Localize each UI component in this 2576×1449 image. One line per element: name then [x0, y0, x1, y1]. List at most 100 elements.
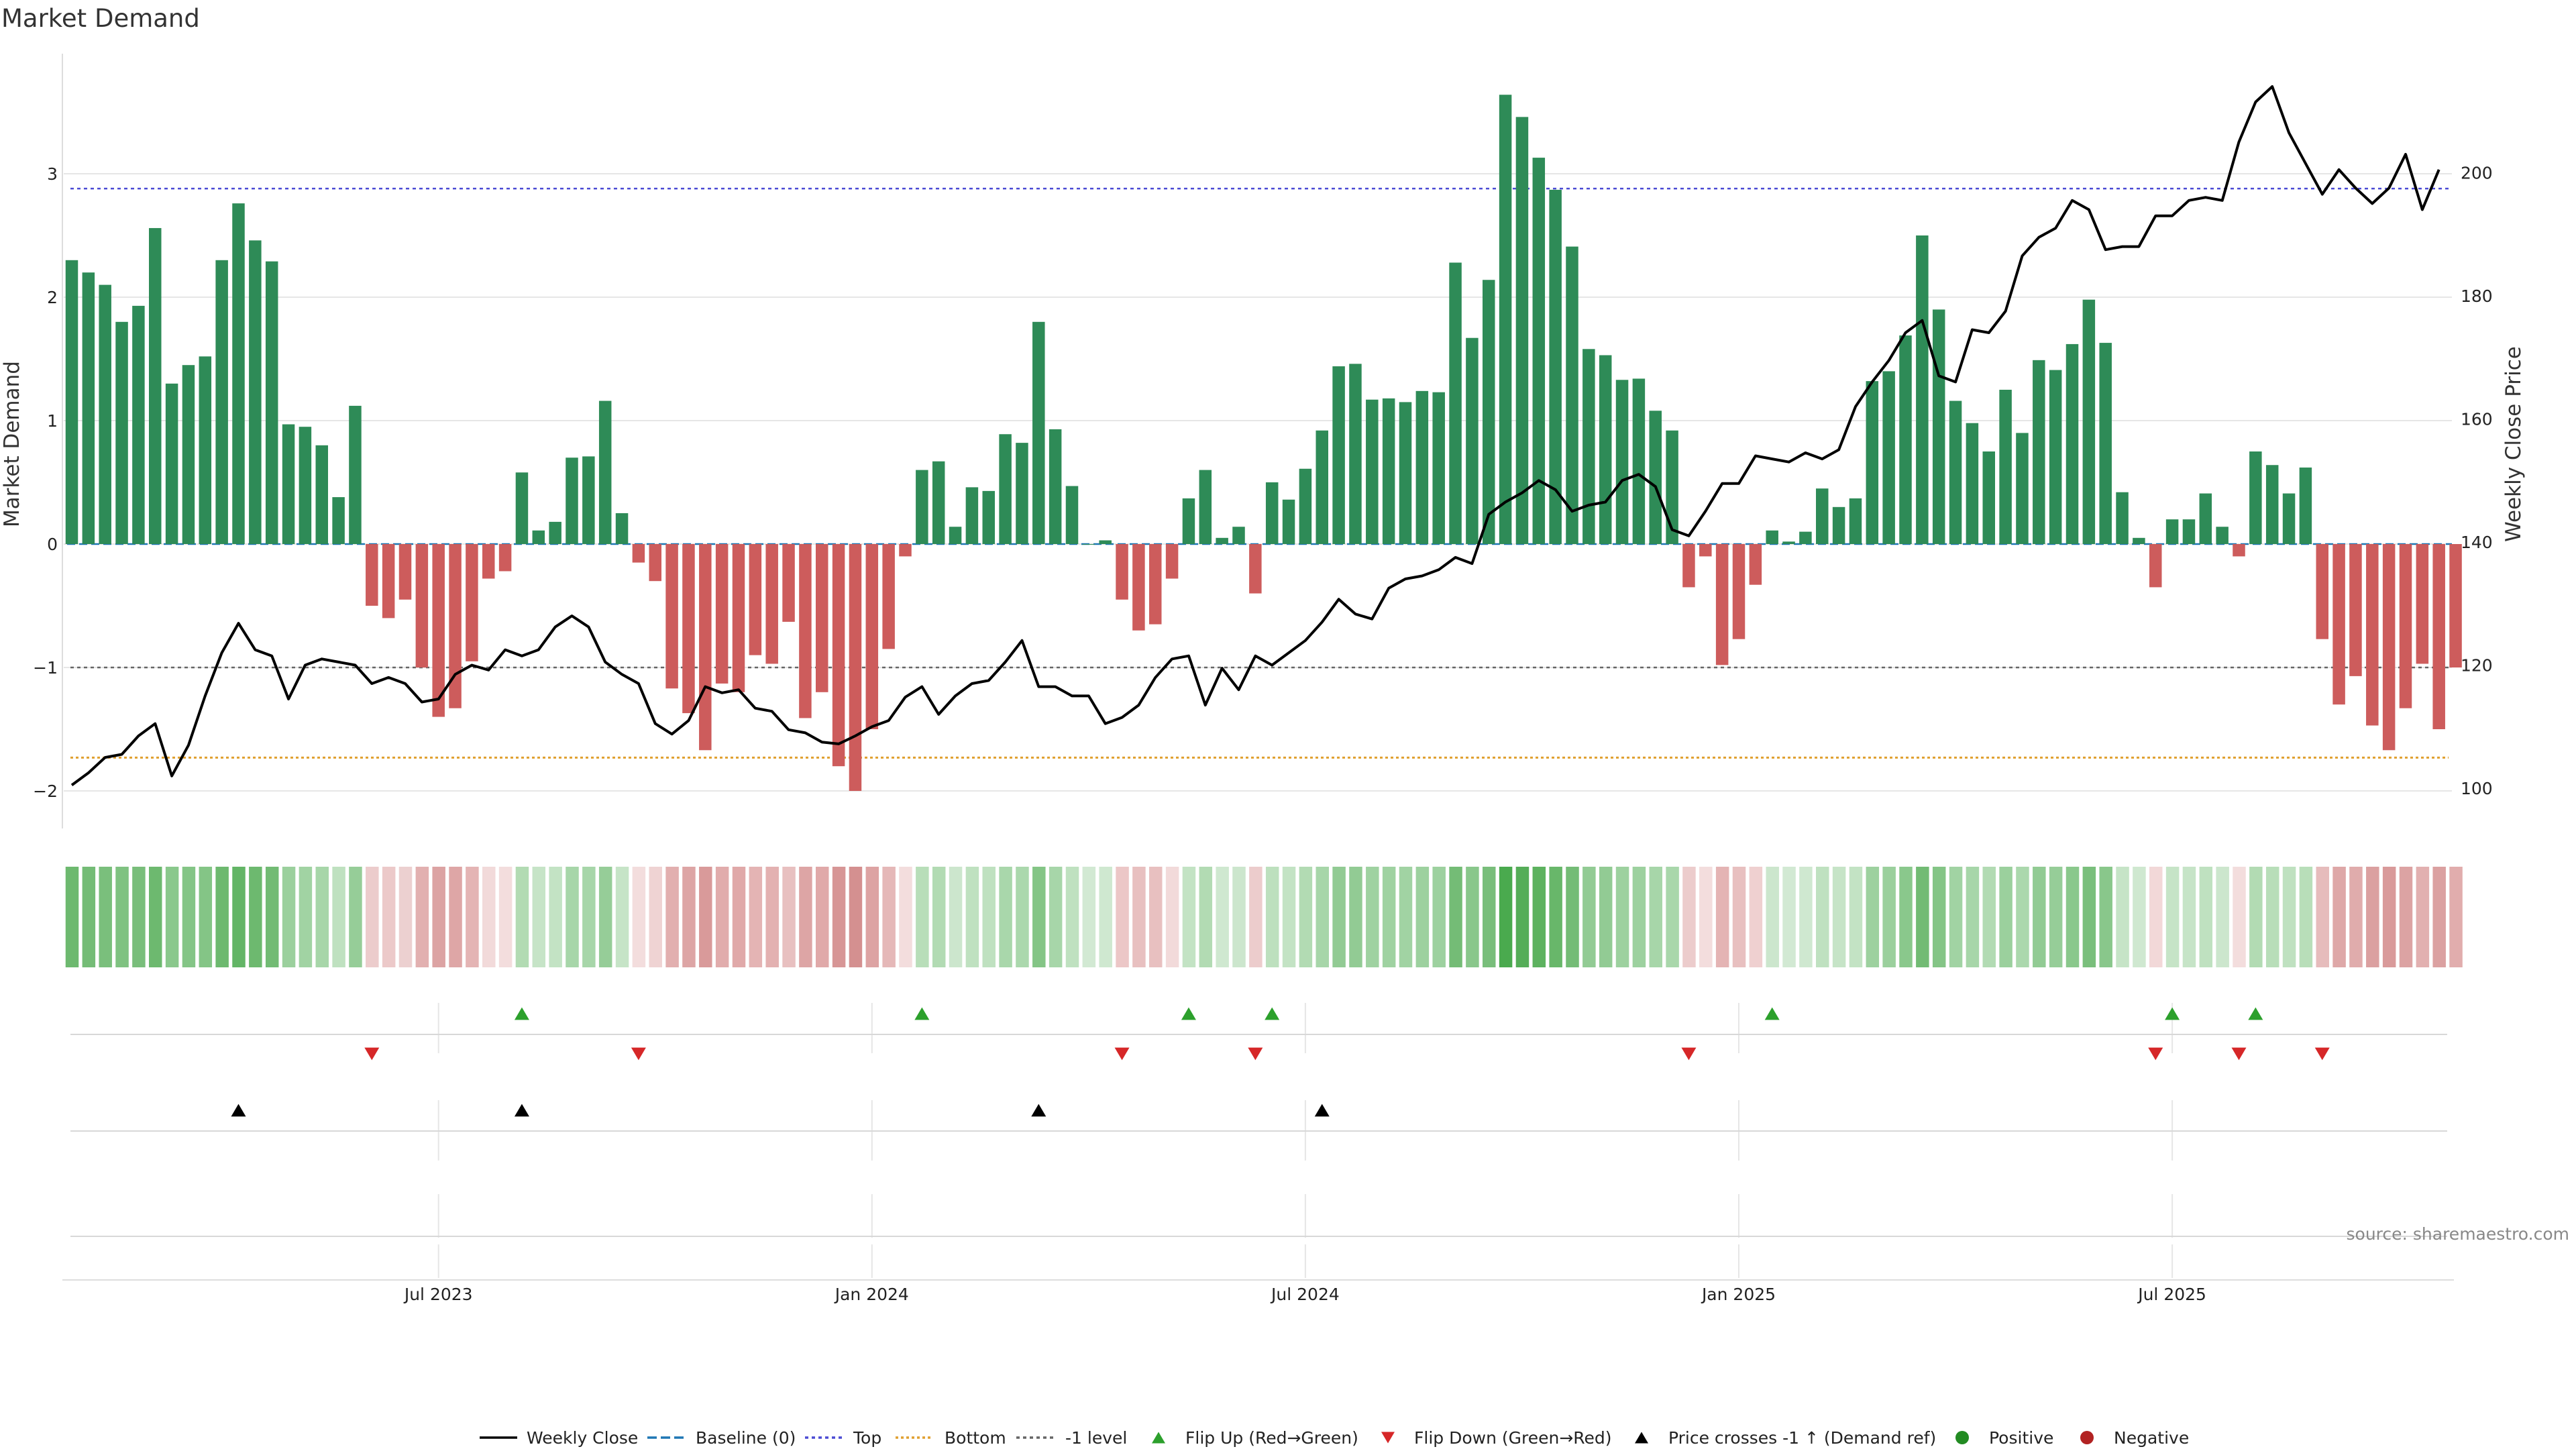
flip-down-marker: [1681, 1047, 1697, 1061]
heat-cell: [199, 867, 213, 967]
heat-cell: [2016, 867, 2029, 967]
negative-bar: [882, 544, 895, 649]
negative-bar: [632, 544, 645, 563]
heat-cell: [1232, 867, 1246, 967]
heat-cell: [1766, 867, 1779, 967]
heat-cell: [1582, 867, 1596, 967]
heat-cell: [2332, 867, 2346, 967]
negative-bar: [1732, 544, 1746, 639]
heat-cell: [2366, 867, 2379, 967]
positive-bar: [2199, 493, 2212, 544]
positive-bar: [1382, 398, 1395, 544]
positive-bar: [1949, 400, 1962, 544]
heat-cell: [1715, 867, 1729, 967]
x-tick-label: Jan 2024: [834, 1285, 909, 1304]
y-axis-label: Market Demand: [0, 361, 24, 527]
positive-bar: [82, 272, 95, 544]
positive-bar: [2249, 451, 2262, 544]
y-tick-label: 1: [47, 411, 58, 431]
heat-cell: [1982, 867, 1996, 967]
positive-bar: [349, 405, 362, 544]
positive-bar: [99, 284, 111, 544]
heat-cell: [2033, 867, 2046, 967]
heat-cell: [1099, 867, 1112, 967]
positive-bar: [515, 472, 529, 544]
x-tick-label: Jul 2024: [1270, 1285, 1340, 1304]
positive-bar: [165, 383, 178, 544]
negative-bar: [2416, 544, 2429, 664]
negative-bar: [816, 544, 828, 692]
heat-cell: [1049, 867, 1063, 967]
positive-bar: [1399, 402, 1412, 544]
positive-bar: [1766, 530, 1778, 544]
positive-bar: [1216, 537, 1228, 544]
heat-cell: [2265, 867, 2279, 967]
flip-up-marker: [914, 1007, 930, 1020]
positive-bar: [1065, 486, 1079, 544]
heat-cell: [865, 867, 879, 967]
positive-bar: [2165, 519, 2179, 544]
heat-cell: [2399, 867, 2413, 967]
heat-cell: [1032, 867, 1046, 967]
negative-bar: [699, 544, 712, 751]
positive-bar: [2133, 537, 2145, 544]
price-cross-marker: [514, 1104, 529, 1117]
legend-minus1-label: -1 level: [1065, 1428, 1127, 1448]
heat-cell: [1366, 867, 1379, 967]
heat-cell: [532, 867, 546, 967]
heat-cell: [965, 867, 979, 967]
heat-cell: [2099, 867, 2112, 967]
legend-positive-label: Positive: [1989, 1428, 2053, 1448]
positive-bar: [1232, 527, 1245, 544]
negative-bar: [1749, 544, 1762, 585]
y2-tick-label: 100: [2461, 779, 2493, 798]
flip-down-marker: [2231, 1047, 2247, 1061]
negative-bar: [1715, 544, 1729, 665]
heat-cell: [849, 867, 863, 967]
heat-cell: [315, 867, 329, 967]
heat-cell: [2165, 867, 2180, 967]
heat-cell: [2133, 867, 2146, 967]
positive-bar: [1466, 337, 1479, 544]
positive-bar: [1615, 380, 1629, 544]
heat-cell: [1065, 867, 1079, 967]
positive-bar: [1432, 392, 1445, 544]
heat-cell: [615, 867, 629, 967]
legend-flip-down-label: Flip Down (Green→Red): [1414, 1428, 1612, 1448]
heat-cell: [1882, 867, 1896, 967]
legend-negative-swatch: [2080, 1431, 2094, 1444]
heat-cell: [1615, 867, 1629, 967]
negative-bar: [2399, 544, 2412, 708]
negative-bar: [749, 544, 762, 655]
heat-cell: [2449, 867, 2463, 967]
negative-bar: [715, 544, 729, 684]
weekly-close-series: [70, 85, 2440, 787]
heat-cell: [282, 867, 296, 967]
flip-down-marker: [2148, 1047, 2163, 1061]
price-cross-marker: [231, 1104, 246, 1117]
negative-bar: [415, 544, 429, 667]
positive-bar: [199, 356, 212, 544]
heat-cell: [349, 867, 362, 967]
heat-cell: [2233, 867, 2246, 967]
negative-bar: [2233, 544, 2245, 557]
positive-bar: [1483, 280, 1495, 544]
heat-cell: [1799, 867, 1813, 967]
y-tick-label: 0: [47, 535, 58, 554]
positive-bar: [1816, 488, 1829, 544]
demand-bars: [65, 95, 2462, 791]
legend-bottom-label: Bottom: [945, 1428, 1006, 1448]
positive-bar: [1582, 349, 1595, 544]
negative-bar: [665, 544, 678, 689]
positive-bar: [182, 365, 195, 544]
heat-cell: [1649, 867, 1662, 967]
flip-up-marker: [1764, 1007, 1780, 1020]
positive-bar: [1932, 309, 1945, 544]
heat-cell: [1599, 867, 1613, 967]
positive-bar: [1999, 390, 2012, 544]
heat-cell: [816, 867, 829, 967]
y2-tick-label: 140: [2461, 533, 2493, 552]
heat-cell: [1349, 867, 1362, 967]
flip-down-marker: [1248, 1047, 1263, 1061]
